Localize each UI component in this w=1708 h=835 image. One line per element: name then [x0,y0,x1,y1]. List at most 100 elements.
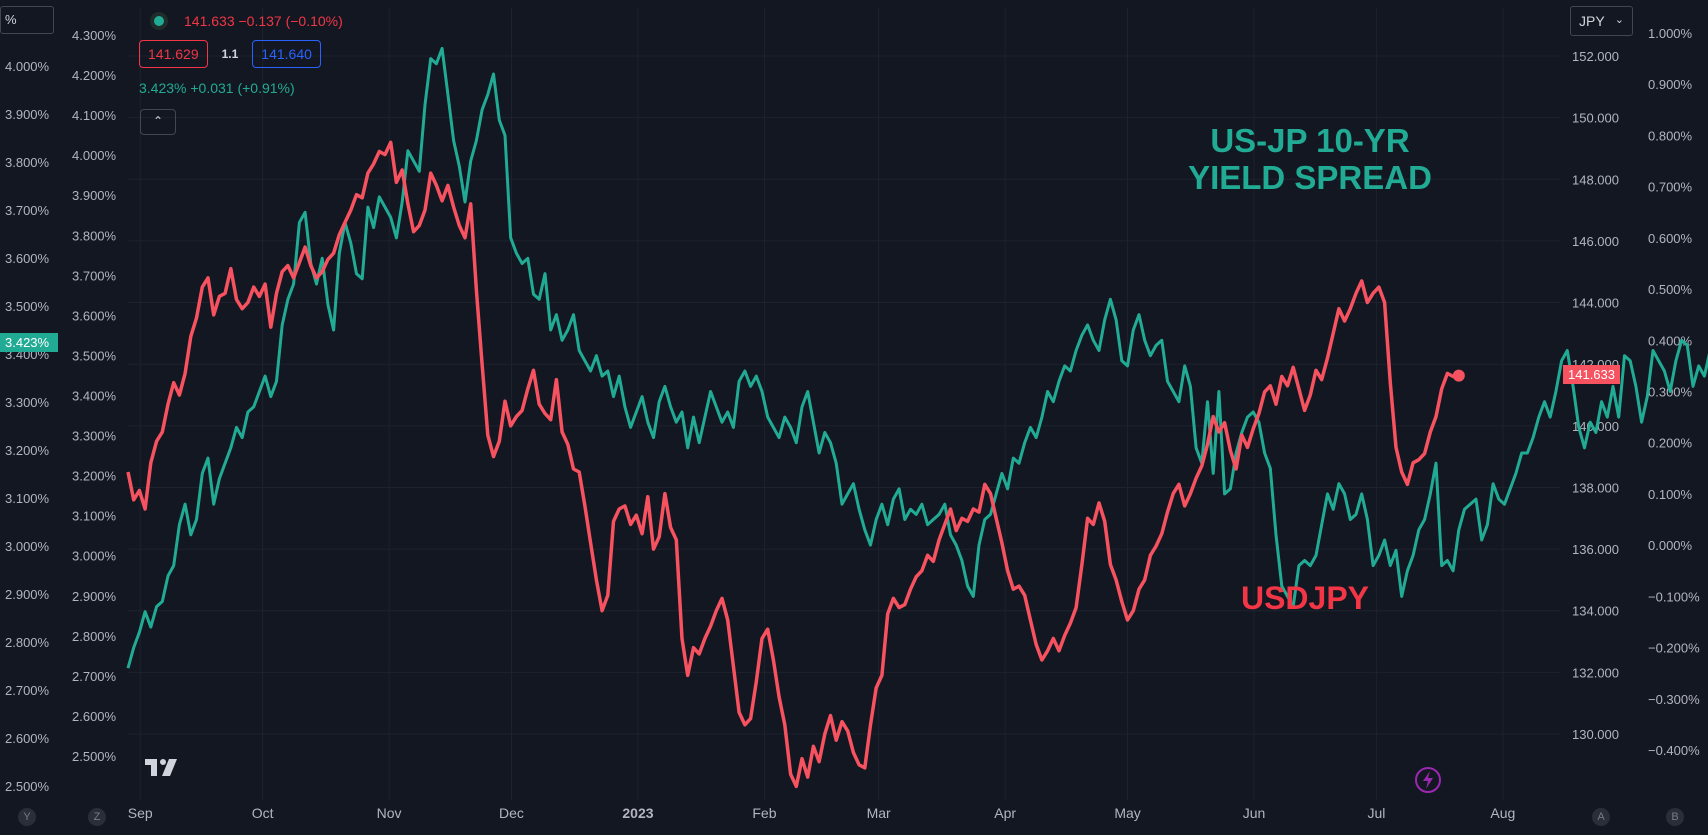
far-right-axis-tick-label: 0.000% [1648,538,1693,553]
market-status-icon[interactable] [150,12,168,30]
far-right-axis-tick-label: −0.400% [1648,743,1700,758]
mid-axis-tick-label: 3.100% [72,509,117,524]
spread-current-badge: 3.423% [0,332,58,352]
x-tick-label: Jun [1243,805,1266,821]
left-axis-unit-box[interactable]: % [0,6,54,34]
mid-axis-tick-label: 4.000% [72,148,117,163]
far-right-axis-tick-label: 0.500% [1648,282,1693,297]
mid-axis-tick-label: 3.700% [72,268,117,283]
axis-z-button[interactable]: Z [88,808,106,826]
far-right-axis-tick-label: 0.200% [1648,436,1693,451]
chevron-up-icon: ⌃ [152,114,164,128]
spread-legend-value: 3.423% +0.031 (+0.91%) [139,80,295,96]
x-tick-label: Nov [377,805,402,821]
lightning-icon[interactable] [1414,766,1442,794]
left-axis-tick-label: 2.500% [5,779,50,794]
mid-axis-tick-label: 2.800% [72,629,117,644]
mid-axis-tick-label: 3.300% [72,429,117,444]
axis-b-button[interactable]: B [1666,808,1684,826]
mid-axis-tick-label: 3.800% [72,228,117,243]
left-axis-tick-label: 2.900% [5,587,50,602]
left-axis-tick-label: 2.700% [5,683,50,698]
mid-axis-tick-label: 2.700% [72,669,117,684]
far-right-axis-tick-label: 0.800% [1648,128,1693,143]
left-axis-tick-label: 3.500% [5,299,50,314]
mid-axis-tick-label: 3.600% [72,308,117,323]
mid-axis-tick-label: 2.500% [72,749,117,764]
right-axis-tick-label: 134.000 [1572,604,1619,619]
x-tick-label: Feb [752,805,776,821]
right-axis-tick-label: 138.000 [1572,480,1619,495]
left-axis-tick-label: 3.000% [5,539,50,554]
usdjpy-series-line [126,140,1460,789]
axis-y-button[interactable]: Y [18,808,36,826]
far-right-axis-tick-label: 0.100% [1648,487,1693,502]
mid-axis-tick-label: 4.100% [72,108,117,123]
x-tick-label: Dec [499,805,524,821]
far-right-axis-tick-label: 0.600% [1648,231,1693,246]
x-tick-label: Apr [994,805,1016,821]
far-right-axis-tick-label: 1.000% [1648,26,1693,41]
left-axis-tick-label: 2.600% [5,731,50,746]
currency-value: JPY [1579,13,1605,29]
right-axis-tick-label: 146.000 [1572,234,1619,249]
usdjpy-annotation: USDJPY [1240,580,1370,616]
usdjpy-price-change: 141.633 −0.137 (−0.10%) [184,13,343,29]
right-axis-tick-label: 140.000 [1572,419,1619,434]
far-right-axis-tick-label: −0.200% [1648,641,1700,656]
left-axis-tick-label: 3.900% [5,107,50,122]
left-axis-tick-label: 2.800% [5,635,50,650]
sell-price-button[interactable]: 141.629 [139,40,208,68]
mid-axis-tick-label: 3.500% [72,348,117,363]
spread-series-line [126,46,1708,669]
right-axis-tick-label: 144.000 [1572,296,1619,311]
far-right-axis-tick-label: −0.100% [1648,589,1700,604]
right-axis-tick-label: 152.000 [1572,49,1619,64]
mid-axis-tick-label: 3.000% [72,549,117,564]
usdjpy-legend-row: 141.633 −0.137 (−0.10%) [150,12,343,30]
spread-value: 1.1 [221,47,239,61]
spread-annotation-line1: US-JP 10-YR [1210,122,1410,159]
currency-select[interactable]: JPY ⌄ [1570,6,1633,36]
left-axis-tick-label: 4.000% [5,59,50,74]
tradingview-logo-icon[interactable] [143,756,183,778]
usdjpy-current-badge: 141.633 [1563,365,1620,385]
mid-axis-tick-label: 3.900% [72,188,117,203]
mid-axis-tick-label: 4.300% [72,28,117,43]
far-right-axis-tick-label: −0.300% [1648,692,1700,707]
usdjpy-last-point [1452,369,1465,382]
far-right-axis-tick-label: 0.900% [1648,77,1693,92]
mid-axis-tick-label: 3.200% [72,469,117,484]
left-axis-tick-label: 3.600% [5,251,50,266]
collapse-legend-button[interactable]: ⌃ [140,109,176,135]
left-axis-tick-label: 3.200% [5,443,50,458]
x-tick-label: Mar [867,805,891,821]
mid-axis-tick-label: 2.600% [72,709,117,724]
x-tick-label: Sep [128,805,153,821]
spread-annotation: US-JP 10-YR YIELD SPREAD [1150,122,1470,196]
x-tick-label: Aug [1490,805,1515,821]
right-axis-tick-label: 130.000 [1572,727,1619,742]
x-tick-label: Jul [1367,805,1385,821]
chevron-down-icon: ⌄ [1614,14,1624,26]
x-tick-label: 2023 [622,805,653,821]
left-axis-tick-label: 3.800% [5,155,50,170]
right-axis-tick-label: 150.000 [1572,111,1619,126]
bid-ask-row: 141.629 1.1 141.640 [139,40,321,68]
right-axis-tick-label: 148.000 [1572,172,1619,187]
right-axis-tick-label: 136.000 [1572,542,1619,557]
mid-axis-tick-label: 3.400% [72,389,117,404]
x-tick-label: May [1114,805,1140,821]
right-axis-tick-label: 132.000 [1572,665,1619,680]
left-axis-unit: % [5,12,17,27]
x-tick-label: Oct [252,805,274,821]
far-right-axis-tick-label: 0.700% [1648,180,1693,195]
mid-axis-tick-label: 4.200% [72,68,117,83]
left-axis-tick-label: 3.100% [5,491,50,506]
left-axis-tick-label: 3.300% [5,395,50,410]
spread-annotation-line2: YIELD SPREAD [1188,159,1432,196]
buy-price-button[interactable]: 141.640 [252,40,321,68]
axis-a-button[interactable]: A [1592,808,1610,826]
mid-axis-tick-label: 2.900% [72,589,117,604]
